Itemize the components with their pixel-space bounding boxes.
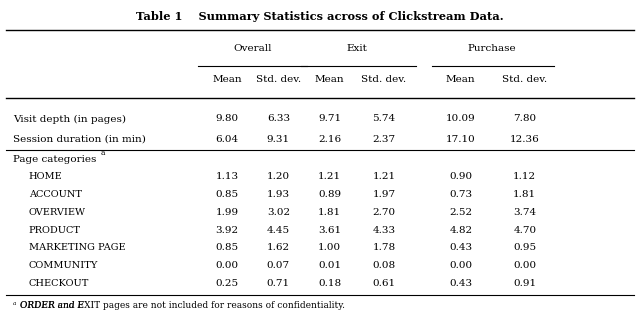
Text: 1.00: 1.00 [318, 244, 341, 252]
Text: 0.01: 0.01 [318, 261, 341, 270]
Text: 4.82: 4.82 [449, 226, 472, 234]
Text: 2.16: 2.16 [318, 135, 341, 144]
Text: MARKETING PAGE: MARKETING PAGE [29, 244, 125, 252]
Text: COMMUNITY: COMMUNITY [29, 261, 98, 270]
Text: 1.12: 1.12 [513, 172, 536, 181]
Text: 6.04: 6.04 [216, 135, 239, 144]
Text: 1.62: 1.62 [267, 244, 290, 252]
Text: 0.43: 0.43 [449, 244, 472, 252]
Text: 10.09: 10.09 [446, 115, 476, 123]
Text: 4.45: 4.45 [267, 226, 290, 234]
Text: 0.89: 0.89 [318, 190, 341, 199]
Text: Mean: Mean [446, 75, 476, 84]
Text: 1.93: 1.93 [267, 190, 290, 199]
Text: 4.33: 4.33 [372, 226, 396, 234]
Text: 1.78: 1.78 [372, 244, 396, 252]
Text: 1.99: 1.99 [216, 208, 239, 217]
Text: Visit depth (in pages): Visit depth (in pages) [13, 114, 126, 124]
Text: Table 1    Summary Statistics across of Clickstream Data.: Table 1 Summary Statistics across of Cli… [136, 11, 504, 22]
Text: 0.43: 0.43 [449, 279, 472, 288]
Text: 9.71: 9.71 [318, 115, 341, 123]
Text: 7.80: 7.80 [513, 115, 536, 123]
Text: 1.81: 1.81 [513, 190, 536, 199]
Text: PRODUCT: PRODUCT [29, 226, 81, 234]
Text: OVERVIEW: OVERVIEW [29, 208, 86, 217]
Text: 5.74: 5.74 [372, 115, 396, 123]
Text: Exit: Exit [347, 44, 367, 53]
Text: a: a [101, 149, 106, 157]
Text: 0.08: 0.08 [372, 261, 396, 270]
Text: 1.81: 1.81 [318, 208, 341, 217]
Text: Page categories: Page categories [13, 155, 96, 164]
Text: 0.85: 0.85 [216, 244, 239, 252]
Text: Purchase: Purchase [467, 44, 516, 53]
Text: 3.02: 3.02 [267, 208, 290, 217]
Text: 2.70: 2.70 [372, 208, 396, 217]
Text: 1.97: 1.97 [372, 190, 396, 199]
Text: 0.71: 0.71 [267, 279, 290, 288]
Text: 0.61: 0.61 [372, 279, 396, 288]
Text: 6.33: 6.33 [267, 115, 290, 123]
Text: 2.37: 2.37 [372, 135, 396, 144]
Text: Mean: Mean [315, 75, 344, 84]
Text: 3.74: 3.74 [513, 208, 536, 217]
Text: 1.21: 1.21 [318, 172, 341, 181]
Text: Std. dev.: Std. dev. [362, 75, 406, 84]
Text: ORDER and E: ORDER and E [20, 301, 84, 310]
Text: 0.07: 0.07 [267, 261, 290, 270]
Text: 0.25: 0.25 [216, 279, 239, 288]
Text: Mean: Mean [212, 75, 242, 84]
Text: 0.18: 0.18 [318, 279, 341, 288]
Text: CHECKOUT: CHECKOUT [29, 279, 89, 288]
Text: 0.90: 0.90 [449, 172, 472, 181]
Text: 3.92: 3.92 [216, 226, 239, 234]
Text: 0.00: 0.00 [513, 261, 536, 270]
Text: 1.20: 1.20 [267, 172, 290, 181]
Text: 12.36: 12.36 [510, 135, 540, 144]
Text: 0.00: 0.00 [216, 261, 239, 270]
Text: 4.70: 4.70 [513, 226, 536, 234]
Text: 9.31: 9.31 [267, 135, 290, 144]
Text: 17.10: 17.10 [446, 135, 476, 144]
Text: 2.52: 2.52 [449, 208, 472, 217]
Text: ᵃ: ᵃ [13, 301, 16, 310]
Text: ORDER and EXIT pages are not included for reasons of confidentiality.: ORDER and EXIT pages are not included fo… [20, 301, 346, 310]
Text: HOME: HOME [29, 172, 63, 181]
Text: Overall: Overall [234, 44, 272, 53]
Text: Std. dev.: Std. dev. [256, 75, 301, 84]
Text: Std. dev.: Std. dev. [502, 75, 547, 84]
Text: 1.13: 1.13 [216, 172, 239, 181]
Text: 0.85: 0.85 [216, 190, 239, 199]
Text: 0.91: 0.91 [513, 279, 536, 288]
Text: 0.95: 0.95 [513, 244, 536, 252]
Text: 9.80: 9.80 [216, 115, 239, 123]
Text: 3.61: 3.61 [318, 226, 341, 234]
Text: ACCOUNT: ACCOUNT [29, 190, 82, 199]
Text: 1.21: 1.21 [372, 172, 396, 181]
Text: 0.73: 0.73 [449, 190, 472, 199]
Text: Session duration (in min): Session duration (in min) [13, 135, 146, 144]
Text: 0.00: 0.00 [449, 261, 472, 270]
